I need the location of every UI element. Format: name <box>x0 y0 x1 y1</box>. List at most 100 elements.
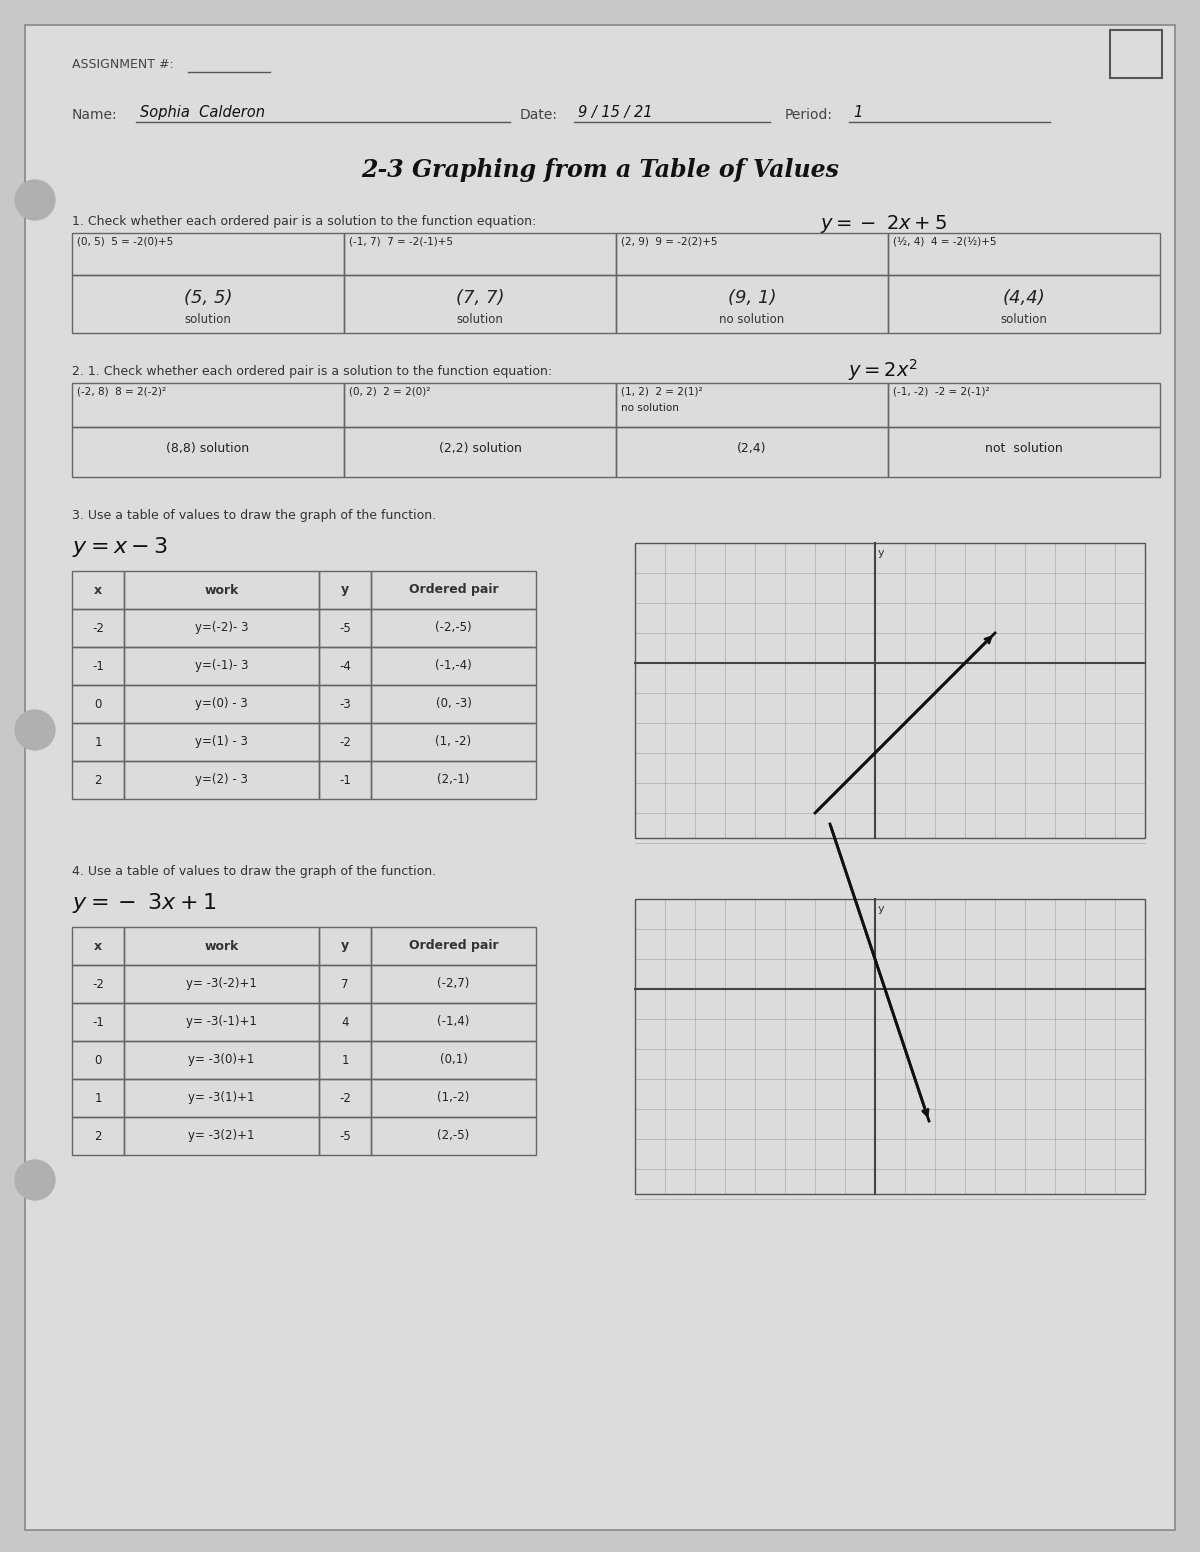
Text: 2: 2 <box>95 773 102 787</box>
Bar <box>72 383 344 427</box>
Bar <box>72 275 344 334</box>
Bar <box>72 760 124 799</box>
Bar <box>319 760 371 799</box>
Text: solution: solution <box>1001 314 1048 326</box>
Text: solution: solution <box>185 314 232 326</box>
Text: (-1,4): (-1,4) <box>437 1015 469 1029</box>
Text: (8,8) solution: (8,8) solution <box>167 442 250 455</box>
Bar <box>124 1117 319 1155</box>
Circle shape <box>14 1159 55 1200</box>
Text: -1: -1 <box>92 660 104 672</box>
Bar <box>124 1079 319 1117</box>
Text: (2,-5): (2,-5) <box>437 1130 469 1142</box>
Bar <box>371 571 536 608</box>
Text: (9, 1): (9, 1) <box>727 289 776 307</box>
Text: -4: -4 <box>340 660 350 672</box>
Bar <box>371 965 536 1003</box>
Text: 2. 1. Check whether each ordered pair is a solution to the function equation:: 2. 1. Check whether each ordered pair is… <box>72 365 552 379</box>
Bar <box>124 760 319 799</box>
Bar <box>319 927 371 965</box>
Text: -2: -2 <box>340 1091 350 1105</box>
Text: Date:: Date: <box>520 109 558 123</box>
Bar <box>371 760 536 799</box>
Text: 1: 1 <box>853 106 863 120</box>
Text: y: y <box>341 584 349 596</box>
Bar <box>319 1079 371 1117</box>
Bar <box>72 608 124 647</box>
Bar <box>1110 29 1162 78</box>
Bar <box>72 1117 124 1155</box>
Bar <box>635 899 1145 1193</box>
Bar <box>72 965 124 1003</box>
Bar <box>124 1003 319 1041</box>
Text: -2: -2 <box>92 978 104 990</box>
Bar <box>371 1041 536 1079</box>
Text: work: work <box>204 939 239 953</box>
Text: not  solution: not solution <box>985 442 1063 455</box>
Text: (1, 2)  2 = 2(1)²: (1, 2) 2 = 2(1)² <box>622 386 703 397</box>
Text: -1: -1 <box>92 1015 104 1029</box>
Bar <box>371 1117 536 1155</box>
Text: y= -3(1)+1: y= -3(1)+1 <box>188 1091 254 1105</box>
Text: -2: -2 <box>340 736 350 748</box>
Bar <box>344 275 616 334</box>
Text: 9 / 15 / 21: 9 / 15 / 21 <box>578 106 653 120</box>
Text: (2,-1): (2,-1) <box>437 773 469 787</box>
Text: ASSIGNMENT #:: ASSIGNMENT #: <box>72 57 174 71</box>
Bar <box>72 927 124 965</box>
Text: (-1, 7)  7 = -2(-1)+5: (-1, 7) 7 = -2(-1)+5 <box>349 237 454 247</box>
Text: x: x <box>94 939 102 953</box>
Bar <box>319 684 371 723</box>
Bar <box>616 275 888 334</box>
Bar <box>72 647 124 684</box>
Bar <box>72 1003 124 1041</box>
Bar <box>616 233 888 275</box>
Bar <box>616 427 888 476</box>
Text: y=(2) - 3: y=(2) - 3 <box>196 773 248 787</box>
Bar <box>72 571 124 608</box>
Text: y= -3(-1)+1: y= -3(-1)+1 <box>186 1015 257 1029</box>
Text: 1: 1 <box>341 1054 349 1066</box>
Text: y=(-1)- 3: y=(-1)- 3 <box>194 660 248 672</box>
Text: (-1,-4): (-1,-4) <box>436 660 472 672</box>
Bar <box>371 684 536 723</box>
Text: (-2,7): (-2,7) <box>437 978 469 990</box>
Text: 4. Use a table of values to draw the graph of the function.: 4. Use a table of values to draw the gra… <box>72 864 436 878</box>
Bar <box>319 1117 371 1155</box>
Text: y: y <box>878 548 884 559</box>
Bar <box>319 1041 371 1079</box>
Bar <box>888 275 1160 334</box>
Bar <box>371 608 536 647</box>
Text: (0,1): (0,1) <box>439 1054 468 1066</box>
Text: y: y <box>878 903 884 914</box>
Bar <box>72 684 124 723</box>
Bar <box>319 608 371 647</box>
Text: Period:: Period: <box>785 109 833 123</box>
Bar <box>124 927 319 965</box>
Text: (0, -3): (0, -3) <box>436 697 472 711</box>
Text: Ordered pair: Ordered pair <box>409 584 498 596</box>
Bar <box>371 1079 536 1117</box>
Text: (-2,-5): (-2,-5) <box>436 621 472 635</box>
Bar <box>616 383 888 427</box>
Text: -5: -5 <box>340 1130 350 1142</box>
Text: (0, 2)  2 = 2(0)²: (0, 2) 2 = 2(0)² <box>349 386 431 397</box>
Text: 1: 1 <box>95 736 102 748</box>
Text: Ordered pair: Ordered pair <box>409 939 498 953</box>
Bar <box>124 608 319 647</box>
Bar <box>344 383 616 427</box>
Text: (4,4): (4,4) <box>1003 289 1045 307</box>
Bar <box>124 1041 319 1079</box>
Text: (-1, -2)  -2 = 2(-1)²: (-1, -2) -2 = 2(-1)² <box>893 386 990 397</box>
Text: work: work <box>204 584 239 596</box>
Bar <box>888 233 1160 275</box>
Text: -2: -2 <box>92 621 104 635</box>
Text: 0: 0 <box>95 697 102 711</box>
Text: y= -3(2)+1: y= -3(2)+1 <box>188 1130 254 1142</box>
Bar <box>72 723 124 760</box>
Bar <box>371 647 536 684</box>
Bar <box>319 647 371 684</box>
Bar <box>319 723 371 760</box>
Bar <box>72 1079 124 1117</box>
Text: Name:: Name: <box>72 109 118 123</box>
